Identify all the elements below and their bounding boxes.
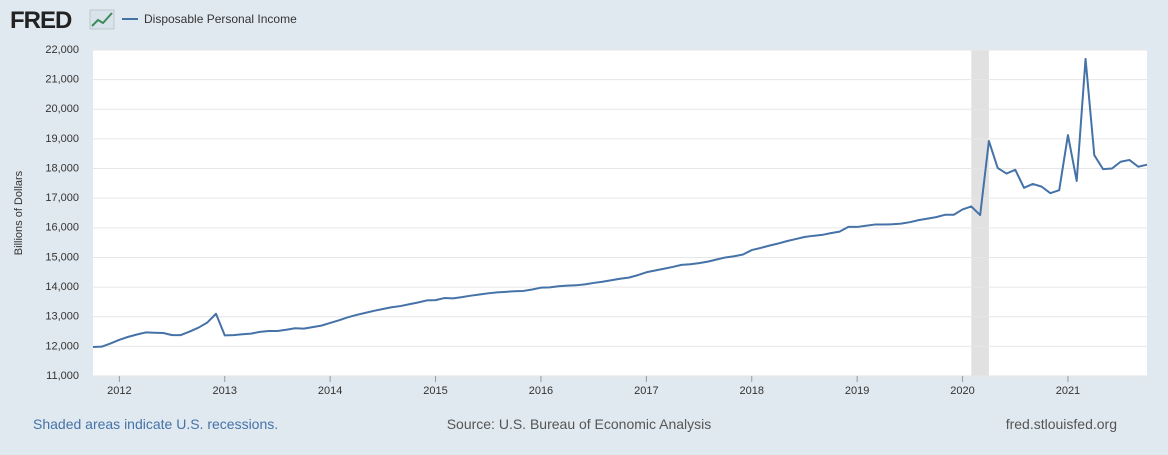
logo[interactable]: FRED <box>10 7 73 34</box>
x-tick-label: 2012 <box>107 385 131 397</box>
y-tick-label: 18,000 <box>45 162 79 174</box>
y-tick-label: 16,000 <box>45 222 79 234</box>
series-line <box>92 57 1148 348</box>
x-tick-label: 2015 <box>423 385 447 397</box>
legend-label: Disposable Personal Income <box>144 12 297 26</box>
site[interactable]: fred.stlouisfed.org <box>1006 416 1117 432</box>
source: Source: U.S. Bureau of Economic Analysis <box>447 416 712 432</box>
y-tick-label: 22,000 <box>45 44 79 56</box>
x-tick-label: 2019 <box>845 385 869 397</box>
y-tick-label: 12,000 <box>45 340 79 352</box>
x-tick-label: 2016 <box>529 385 553 397</box>
y-tick-label: 19,000 <box>45 133 79 145</box>
y-tick-label: 11,000 <box>46 370 79 382</box>
y-tick-label: 15,000 <box>45 251 79 263</box>
x-tick-label: 2017 <box>634 385 658 397</box>
x-tick-label: 2020 <box>950 385 974 397</box>
x-tick-label: 2021 <box>1056 385 1080 397</box>
y-tick-label: 13,000 <box>45 311 79 323</box>
x-tick-label: 2018 <box>740 385 764 397</box>
y-tick-label: 14,000 <box>45 281 79 293</box>
y-tick-label: 20,000 <box>45 103 79 115</box>
y-tick-label: 17,000 <box>45 192 79 204</box>
recession-note[interactable]: Shaded areas indicate U.S. recessions. <box>33 416 278 432</box>
x-tick-label: 2013 <box>213 385 237 397</box>
y-tick-label: 21,000 <box>45 74 79 86</box>
y-axis-label: Billions of Dollars <box>13 170 25 255</box>
logo-icon <box>89 9 115 30</box>
x-tick-label: 2014 <box>318 385 342 397</box>
